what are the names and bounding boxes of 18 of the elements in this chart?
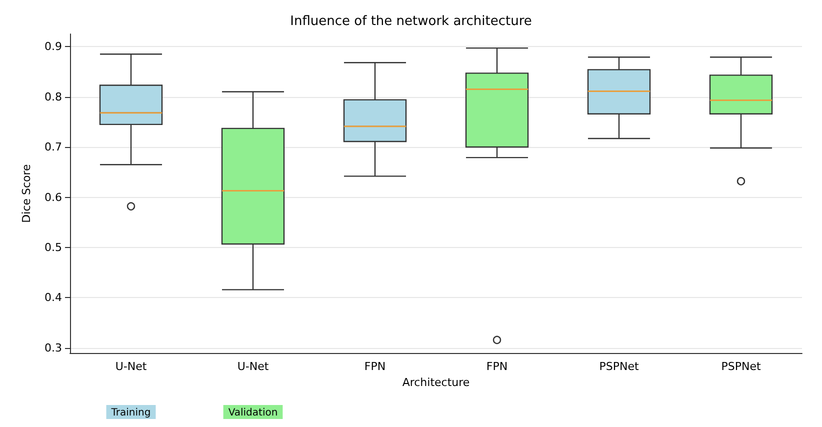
text: Training xyxy=(110,408,151,418)
chart-title: Influence of the network architecture xyxy=(290,14,532,29)
x-tick-label: FPN xyxy=(364,360,386,373)
x-tick-label: PSPNet xyxy=(599,360,640,373)
x-tick-label: FPN xyxy=(486,360,508,373)
x-tick-label: U-Net xyxy=(115,360,148,373)
y-axis-title: Dice Score xyxy=(20,164,33,223)
x-tick-label: U-Net xyxy=(237,360,270,373)
y-tick-label: 0.9 xyxy=(44,40,62,54)
text: Validation xyxy=(228,408,278,418)
y-tick-label: 0.7 xyxy=(44,140,62,154)
y-tick-label: 0.3 xyxy=(44,341,62,354)
y-tick-label: 0.5 xyxy=(44,241,62,254)
y-tick-label: 0.4 xyxy=(44,291,62,304)
x-axis-title: Architecture xyxy=(402,376,470,389)
x-tick-label: PSPNet xyxy=(721,360,762,373)
y-tick-label: 0.8 xyxy=(44,90,62,104)
y-tick-label: 0.6 xyxy=(44,190,62,204)
